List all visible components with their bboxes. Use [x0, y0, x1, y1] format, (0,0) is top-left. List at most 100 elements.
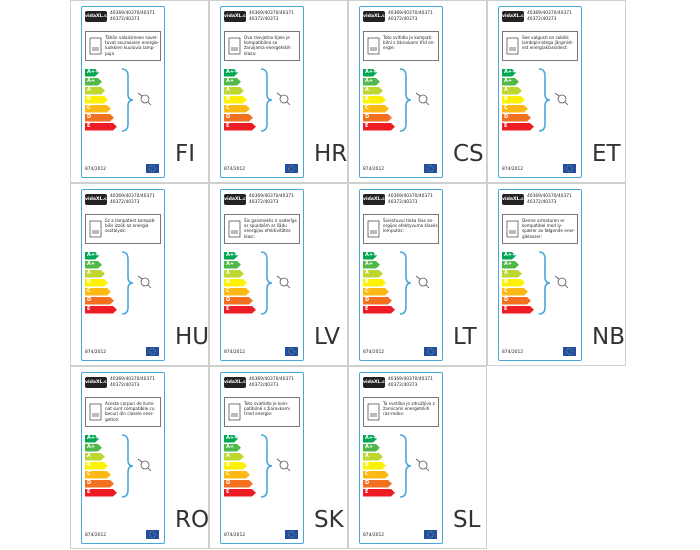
language-code: LV — [314, 324, 341, 350]
lamp-icon — [367, 220, 380, 238]
language-code: NB — [592, 324, 625, 350]
brand-logo: vidaXL.com — [224, 377, 254, 388]
energy-label: vidaXL.com 40369/40370/40371 40372/40373 Ov… — [220, 6, 304, 178]
brand-logo: vidaXL.com — [363, 11, 393, 22]
regulation: 874/2012 — [502, 350, 524, 355]
regulation: 874/2012 — [224, 533, 246, 538]
energy-class: B — [502, 279, 525, 287]
lamp-icon — [506, 220, 519, 238]
regulation: 874/2012 — [363, 167, 385, 172]
brand-logo: vidaXL.com — [85, 377, 115, 388]
energy-class: E — [224, 489, 256, 497]
energy-class: A — [502, 87, 522, 95]
product-code: 40372/40373 — [388, 17, 418, 22]
energy-class: A — [85, 270, 105, 278]
energy-class: A+ — [502, 261, 519, 269]
bulb-icon — [415, 458, 430, 472]
product-code: 40372/40373 — [249, 200, 279, 205]
compatibility-text: Ta svetilka je združljiva z žarnicami en… — [383, 401, 435, 417]
energy-class: D — [224, 114, 253, 122]
compatibility-box: Aceste corpuri de ilumi-nat sunt compati… — [85, 397, 161, 427]
energy-class: D — [85, 480, 114, 488]
energy-class: E — [85, 489, 117, 497]
lamp-icon — [367, 403, 380, 421]
bulb-icon — [276, 275, 291, 289]
eu-flag — [563, 347, 576, 356]
energy-class: B — [85, 96, 108, 104]
language-code: HU — [175, 324, 210, 350]
bulb-icon — [276, 92, 291, 106]
brace — [121, 68, 134, 132]
regulation: 874/2012 — [502, 167, 524, 172]
regulation: 874/2012 — [85, 533, 107, 538]
regulation: 874/2012 — [363, 533, 385, 538]
product-codes: 40369/40370/40371 40372/40373 — [527, 194, 572, 206]
energy-label: vidaXL.com 40369/40370/40371 40372/40373 Ez… — [81, 189, 165, 361]
energy-class: C — [224, 471, 250, 479]
brace — [538, 68, 551, 132]
energy-class: E — [85, 123, 117, 131]
compatibility-box: Toto svietidlo je kom-patibilné s žiarov… — [224, 397, 300, 427]
energy-class: C — [363, 105, 389, 113]
energy-class: A+ — [502, 78, 519, 86]
label-cell: vidaXL.com 40369/40370/40371 40372/40373 To… — [348, 0, 487, 183]
energy-class: B — [224, 96, 247, 104]
energy-label: vidaXL.com 40369/40370/40371 40372/40373 Ta… — [359, 372, 443, 544]
eu-flag — [285, 164, 298, 173]
energy-label: vidaXL.com 40369/40370/40371 40372/40373 To… — [359, 6, 443, 178]
product-code: 40372/40373 — [110, 200, 140, 205]
energy-class: A+ — [363, 261, 380, 269]
eu-flag — [424, 347, 437, 356]
energy-class: A++ — [226, 435, 239, 441]
bulb-icon — [137, 92, 152, 106]
bulb-icon — [137, 275, 152, 289]
energy-class: C — [363, 471, 389, 479]
product-code: 40369/40370/40371 — [388, 377, 433, 382]
energy-class: D — [363, 297, 392, 305]
regulation: 874/2012 — [224, 350, 246, 355]
energy-class: A+ — [85, 444, 102, 452]
energy-class: A — [85, 87, 105, 95]
regulation: 874/2012 — [224, 167, 246, 172]
product-code: 40369/40370/40371 — [110, 377, 155, 382]
bulb-icon — [554, 92, 569, 106]
product-codes: 40369/40370/40371 40372/40373 — [388, 11, 433, 23]
label-cell: vidaXL.com 40369/40370/40371 40372/40373 Se… — [487, 0, 626, 183]
energy-class: A — [363, 87, 383, 95]
eu-flag — [424, 530, 437, 539]
energy-class: C — [502, 105, 528, 113]
language-code: CS — [453, 141, 484, 167]
bulb-icon — [137, 458, 152, 472]
energy-class: A++ — [365, 252, 378, 258]
energy-class: B — [363, 96, 386, 104]
label-cell: vidaXL.com 40369/40370/40371 40372/40373 Ši… — [209, 183, 348, 366]
eu-flag — [285, 530, 298, 539]
lamp-icon — [367, 37, 380, 55]
energy-class: E — [502, 123, 534, 131]
compatibility-box: Šis gaismeklis ir saderīgs ar spuldzēm a… — [224, 214, 300, 244]
energy-class: D — [224, 297, 253, 305]
energy-class: E — [363, 123, 395, 131]
energy-class: D — [85, 114, 114, 122]
product-code: 40372/40373 — [110, 17, 140, 22]
label-cell: vidaXL.com 40369/40370/40371 40372/40373 De… — [487, 183, 626, 366]
product-codes: 40369/40370/40371 40372/40373 — [249, 11, 294, 23]
energy-label: vidaXL.com 40369/40370/40371 40372/40373 Ac… — [81, 372, 165, 544]
compatibility-text: Denne armaturen er kompatibel med ly-spæ… — [522, 218, 576, 239]
product-code: 40372/40373 — [110, 383, 140, 388]
energy-class: A++ — [504, 69, 517, 75]
bulb-icon — [276, 458, 291, 472]
brand-logo: vidaXL.com — [85, 11, 115, 22]
energy-class: B — [85, 279, 108, 287]
compatibility-text: Šis gaismeklis ir saderīgs ar spuldzēm a… — [244, 218, 297, 239]
energy-class: A++ — [226, 69, 239, 75]
energy-label: vidaXL.com 40369/40370/40371 40372/40373 To… — [220, 372, 304, 544]
brace — [399, 434, 412, 498]
energy-class: E — [363, 306, 395, 314]
lamp-icon — [89, 220, 102, 238]
energy-class: B — [224, 279, 247, 287]
energy-class: A — [502, 270, 522, 278]
energy-class: A+ — [363, 78, 380, 86]
brace — [260, 434, 273, 498]
product-codes: 40369/40370/40371 40372/40373 — [110, 377, 155, 389]
